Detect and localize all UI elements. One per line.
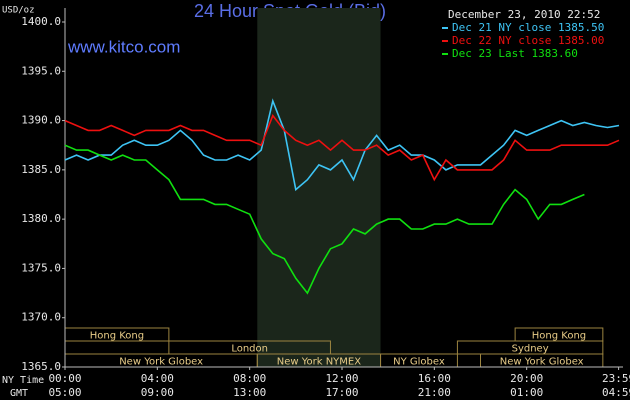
x2-tick-label: 09:00 [141,386,174,399]
x2-tick-label: 01:00 [510,386,543,399]
y-tick-label: 1385.0 [21,163,61,176]
price-line [64,113,620,182]
session-label: New York Globex [500,357,584,368]
x-tick-label: 23:59 [602,372,630,385]
x-tick-label: 04:00 [141,372,174,385]
price-line [64,144,585,295]
y-tick-label: 1365.0 [21,360,61,373]
x2-row-label: GMT [10,388,28,399]
session-label: New York Globex [119,357,203,368]
y-tick-label: 1390.0 [21,114,61,127]
y-tick-label: 1395.0 [21,64,61,77]
session-label: New York NYMEX [277,357,362,368]
session-label: Sydney [512,344,549,355]
legend-entry: Dec 21 NY close 1385.50 [452,21,604,34]
x2-tick-label: 05:00 [48,386,81,399]
session-label: NY Globex [393,357,445,368]
x-tick-label: 20:00 [510,372,543,385]
session-label: Hong Kong [532,331,586,342]
session-label: Hong Kong [90,331,144,342]
x-tick-label: 08:00 [233,372,266,385]
x-row-label: NY Time [2,375,44,386]
x2-tick-label: 13:00 [233,386,266,399]
x-tick-label: 16:00 [418,372,451,385]
legend-entry: Dec 22 NY close 1385.00 [452,34,604,47]
y-tick-label: 1375.0 [21,261,61,274]
site-link[interactable]: www.kitco.com [67,37,180,56]
x2-tick-label: 04:59 [602,386,630,399]
y-tick-label: 1380.0 [21,212,61,225]
price-line [64,98,620,192]
timestamp: December 23, 2010 22:52 [448,8,600,21]
session-band [257,8,381,367]
legend-entry: Dec 23 Last 1383.60 [452,47,578,60]
y-tick-label: 1400.0 [21,15,61,28]
x2-tick-label: 17:00 [325,386,358,399]
y-tick-label: 1370.0 [21,311,61,324]
x2-tick-label: 21:00 [418,386,451,399]
session-label: London [231,344,268,355]
x-tick-label: 12:00 [325,372,358,385]
y-axis-label: USD/oz [2,6,35,16]
x-tick-label: 00:00 [48,372,81,385]
